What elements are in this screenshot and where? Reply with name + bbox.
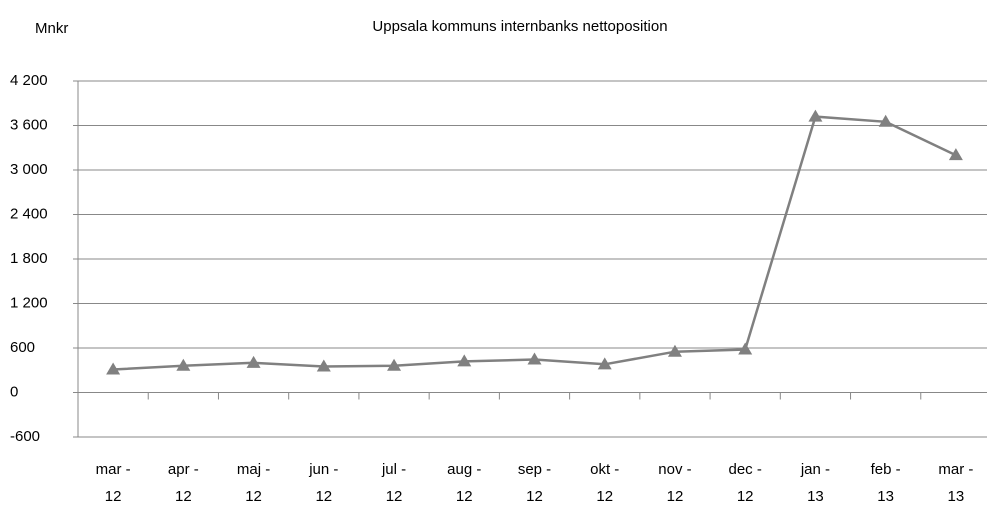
y-axis-label: Mnkr [35, 20, 68, 37]
data-point [176, 358, 191, 371]
x-tick-label: jan - 13 [800, 461, 831, 505]
x-tick-label: apr - 12 [167, 461, 199, 505]
data-point [738, 342, 753, 355]
x-tick-label: maj - 12 [236, 461, 271, 505]
x-tick-label: nov - 12 [658, 461, 692, 505]
data-point [808, 109, 823, 122]
chart-title: Uppsala kommuns internbanks nettopositio… [372, 18, 667, 35]
x-tick-label: aug - 12 [447, 461, 482, 505]
data-point [878, 114, 893, 127]
x-tick-label: mar - 13 [938, 461, 974, 505]
data-point [387, 358, 402, 371]
data-point [948, 148, 963, 161]
series-line [113, 115, 957, 371]
x-tick-label: jul - 12 [381, 461, 407, 505]
data-point [667, 344, 682, 357]
x-tick-label: sep - 12 [517, 461, 552, 505]
data-point [457, 354, 472, 367]
x-tick-label: okt - 12 [590, 461, 620, 505]
data-point [527, 352, 542, 365]
x-tick-label: jun - 12 [309, 461, 339, 505]
y-tick-label: 2 400 [10, 205, 48, 222]
y-tick-label: 3 000 [10, 161, 48, 178]
data-point [106, 362, 121, 375]
y-tick-label: 1 800 [10, 250, 48, 267]
y-tick-label: 1 200 [10, 294, 48, 311]
y-tick-label: 0 [10, 383, 18, 400]
x-tick-label: feb - 13 [870, 461, 901, 505]
x-tick-label: dec - 12 [728, 461, 762, 505]
y-tick-label: 4 200 [10, 72, 48, 89]
data-point [597, 357, 612, 370]
y-tick-label: 600 [10, 339, 35, 356]
y-tick-label: 3 600 [10, 116, 48, 133]
data-point [316, 359, 331, 372]
x-tick-label: mar - 12 [95, 461, 131, 505]
y-tick-label: -600 [10, 428, 40, 445]
data-point [246, 355, 261, 368]
